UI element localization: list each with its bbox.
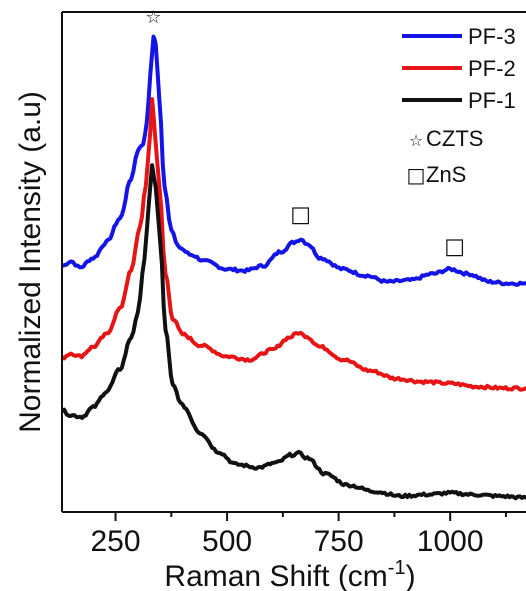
x-tick-label: 250	[91, 525, 141, 558]
legend-marker-zns: □	[407, 163, 426, 187]
legend-marker-label-zns: ZnS	[426, 162, 466, 187]
legend-label-pf-2: PF-2	[468, 56, 516, 81]
legend-marker-czts: ☆	[409, 131, 423, 150]
legend-label-pf-3: PF-3	[468, 24, 516, 49]
x-ticks: 250 500 750 1000	[91, 512, 507, 558]
x-tick-label: 750	[314, 525, 364, 558]
series-line-pf-1	[62, 163, 526, 501]
x-tick-label: 1000	[417, 525, 484, 558]
legend: PF-3 PF-2 PF-1 ☆ CZTS□ ZnS	[402, 24, 516, 187]
zns-peak-marker-2: □	[444, 234, 465, 259]
series-line-pf-3	[62, 34, 526, 287]
x-axis-title: Raman Shift (cm-1)	[164, 557, 415, 591]
y-axis-title: Normalized Intensity (a.u)	[14, 91, 47, 433]
axes	[61, 11, 526, 513]
series-line-pf-2	[62, 97, 526, 392]
x-tick-label: 500	[202, 525, 252, 558]
series-lines	[62, 34, 526, 501]
legend-label-pf-1: PF-1	[468, 88, 516, 113]
zns-peak-marker-1: □	[290, 203, 311, 228]
czts-peak-marker-0: ☆	[145, 7, 161, 28]
legend-marker-label-czts: CZTS	[426, 126, 483, 151]
peak-markers: ☆ □ □	[145, 7, 465, 259]
